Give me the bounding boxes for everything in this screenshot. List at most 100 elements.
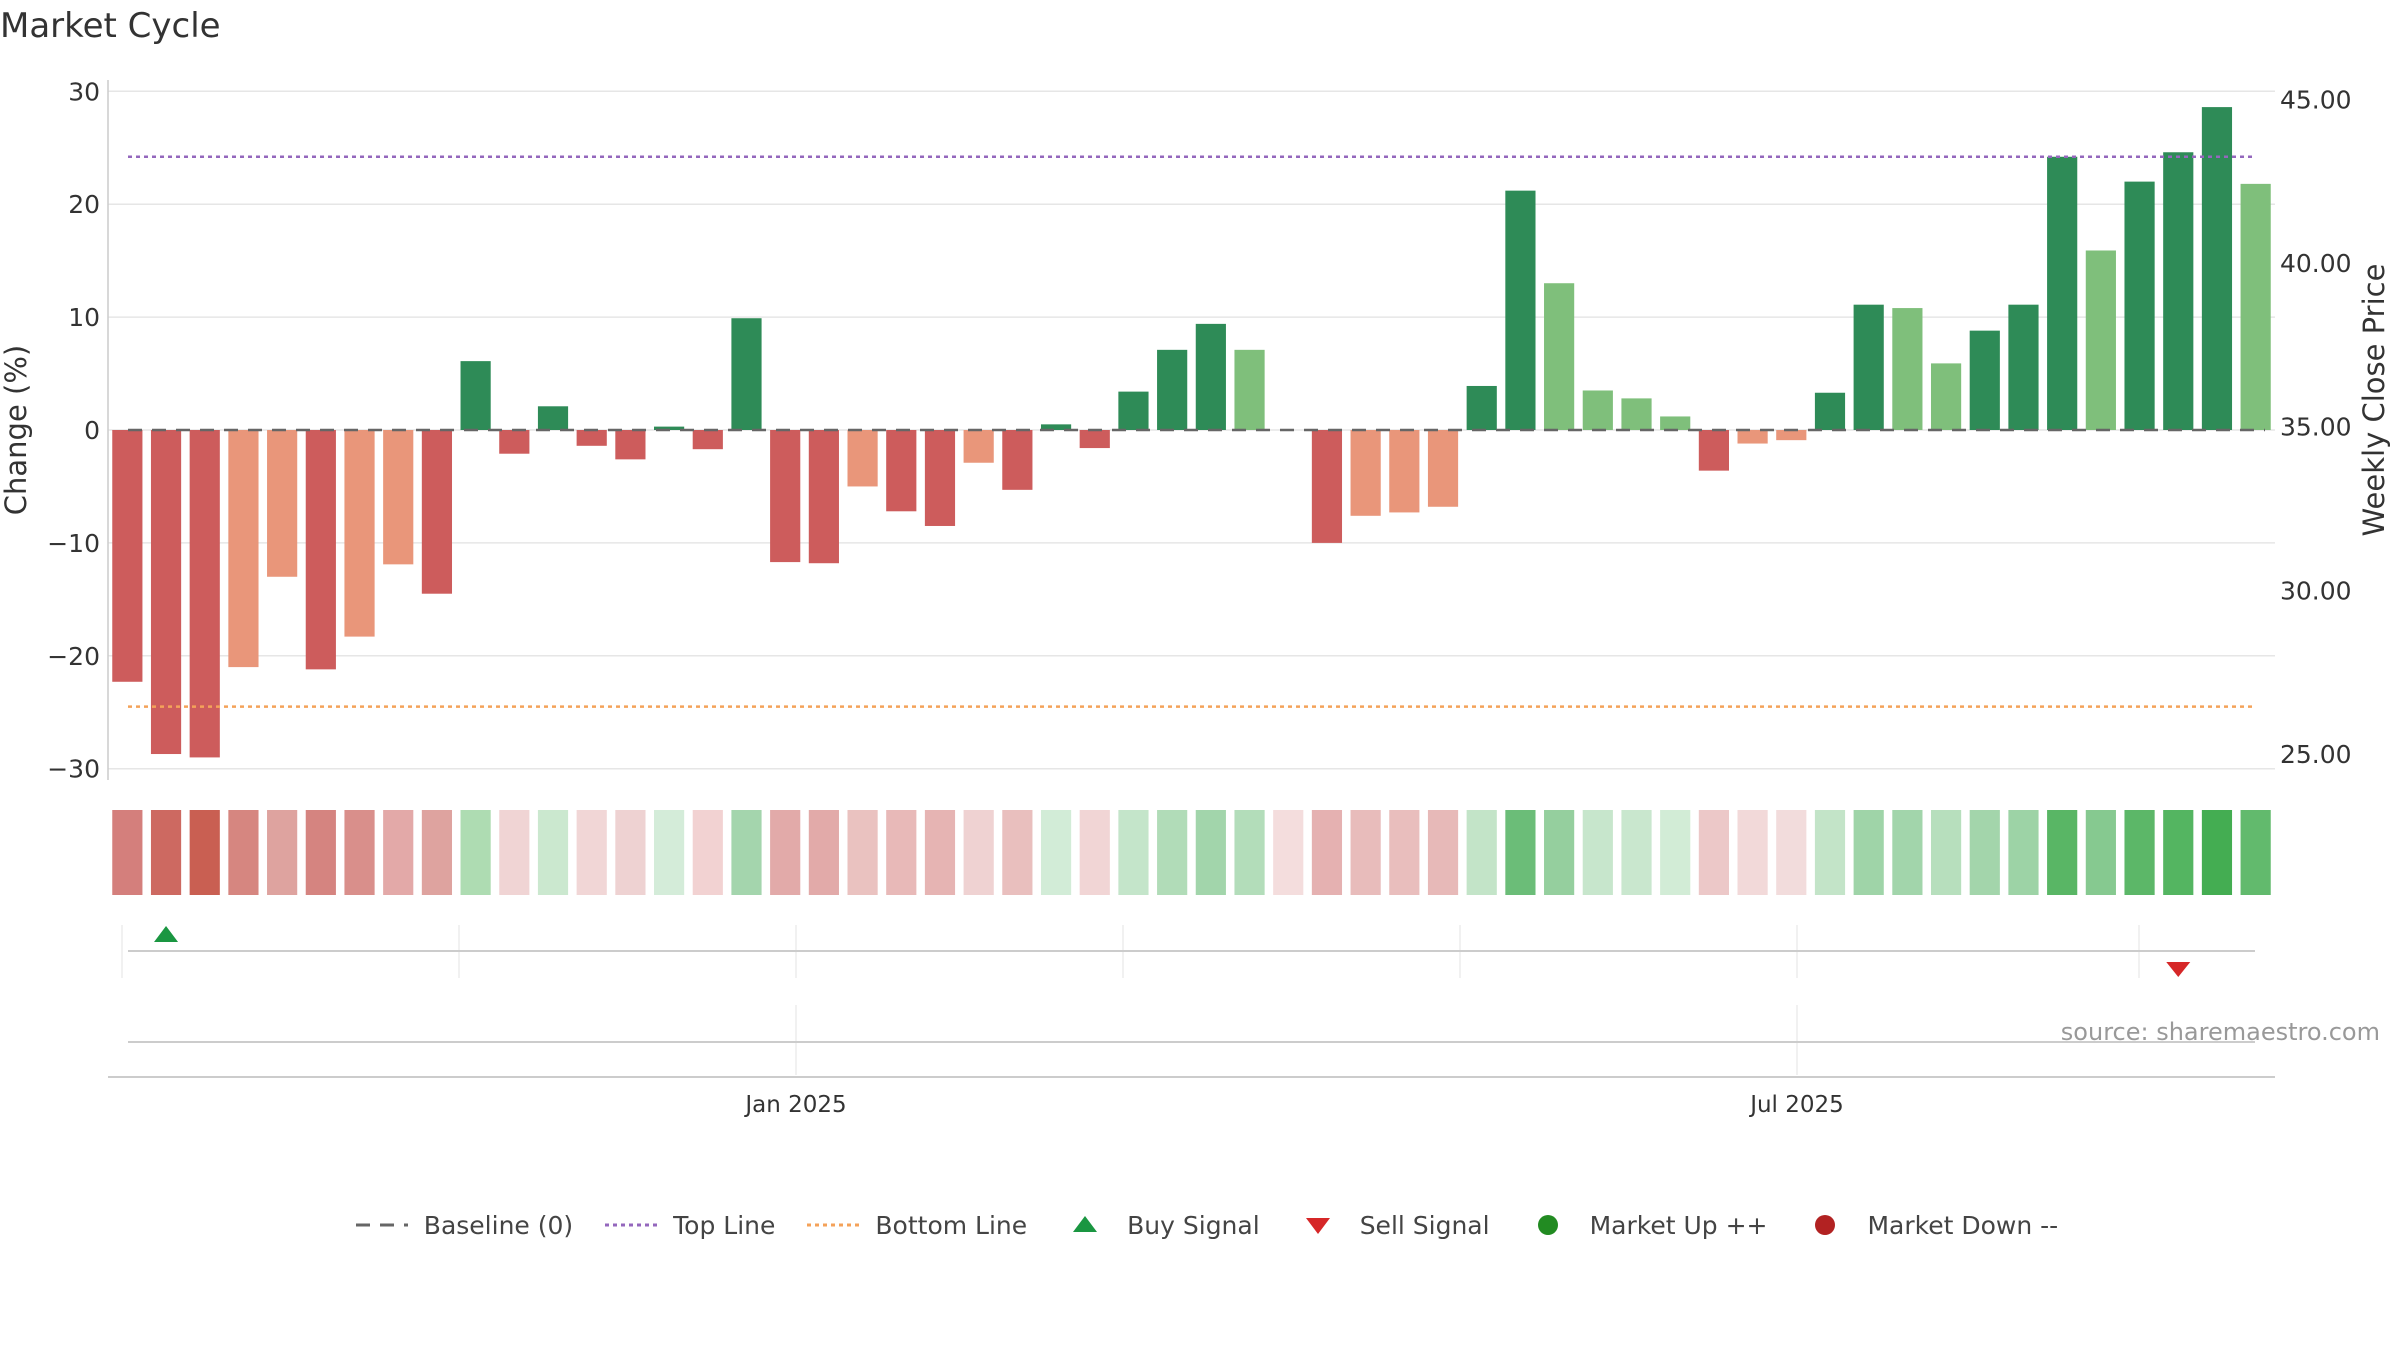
heat-cell <box>963 810 994 895</box>
circle-icon <box>1815 1215 1836 1235</box>
heat-cell <box>1350 810 1381 895</box>
legend-item[interactable]: Sell Signal <box>1288 1210 1490 1240</box>
heat-cell <box>1118 810 1149 895</box>
circle-icon <box>1537 1215 1558 1235</box>
bar <box>924 430 956 526</box>
source-label: source: sharemaestro.com <box>2061 1018 2380 1046</box>
bar <box>2201 107 2233 430</box>
heat-cell <box>1969 810 2000 895</box>
chart-title: Market Cycle <box>0 6 221 46</box>
y2-tick-label: 40.00 <box>2280 249 2352 278</box>
bar <box>1969 330 2000 430</box>
bar <box>1157 349 1188 430</box>
y2-tick-label: 30.00 <box>2280 576 2352 605</box>
bar <box>189 430 220 758</box>
y2-axis-title: Weekly Close Price <box>2357 264 2391 537</box>
heat-cell <box>924 810 956 895</box>
heat-cell <box>1157 810 1188 895</box>
dotted-icon <box>807 1223 860 1227</box>
heat-strip-layer <box>112 810 2271 895</box>
bar <box>2047 156 2078 430</box>
bars-layer <box>112 107 2271 758</box>
heat-cell <box>2008 810 2039 895</box>
bar <box>2124 181 2155 430</box>
y-tick-label: −30 <box>47 755 100 784</box>
bar <box>847 430 878 487</box>
legend-item[interactable]: Market Up ++ <box>1518 1210 1767 1240</box>
bar <box>1195 323 1226 430</box>
heat-cell <box>731 810 762 895</box>
bar <box>1466 385 1497 430</box>
x-axis-layer: Jan 2025 Jul 2025 <box>108 1076 2275 1118</box>
buy-signal-marker <box>154 926 179 942</box>
heat-cell <box>1427 810 1459 895</box>
bar <box>1389 430 1420 513</box>
bar <box>267 430 298 577</box>
heat-cell <box>2201 810 2233 895</box>
heat-cell <box>576 810 607 895</box>
bar <box>1892 308 1923 430</box>
heat-cell <box>654 810 685 895</box>
bar <box>1079 430 1110 449</box>
heat-cell <box>2163 810 2194 895</box>
bar <box>112 430 143 682</box>
bar <box>2163 152 2194 431</box>
legend-item[interactable]: Bottom Line <box>803 1210 1027 1240</box>
bar <box>1234 349 1265 430</box>
bar <box>383 430 414 565</box>
bar <box>1737 430 1768 444</box>
heat-cell <box>2047 810 2078 895</box>
heat-cell <box>1195 810 1226 895</box>
bar <box>886 430 917 512</box>
legend: Baseline (0) Top Line Bottom Line Buy Signa… <box>0 1205 2400 1245</box>
heat-cell <box>228 810 259 895</box>
y-tick-label: 20 <box>68 190 100 219</box>
bar <box>460 361 491 430</box>
heat-cell <box>1737 810 1768 895</box>
x-tick-label: Jul 2025 <box>1748 1092 1844 1118</box>
heat-cell <box>1002 810 1033 895</box>
heat-cell <box>1853 810 1884 895</box>
heat-cell <box>615 810 646 895</box>
heat-cell <box>1040 810 1072 895</box>
legend-item[interactable]: Buy Signal <box>1055 1210 1260 1240</box>
bar <box>537 406 569 430</box>
y-tick-label: 30 <box>68 77 100 106</box>
legend-label: Sell Signal <box>1359 1210 1490 1240</box>
heat-cell <box>150 810 182 895</box>
sell-signal-marker <box>2166 962 2191 977</box>
bar <box>1660 416 1691 430</box>
heat-cell <box>808 810 839 895</box>
heat-cell <box>460 810 491 895</box>
heat-cell <box>344 810 375 895</box>
legend-item[interactable]: Baseline (0) <box>352 1210 573 1240</box>
heat-cell <box>847 810 878 895</box>
heat-cell <box>1582 810 1613 895</box>
axis-layer: 30 20 10 0 −10 −20 −30 45.00 40.00 35.00 30.00 25.0… <box>0 77 2391 783</box>
bar <box>1930 363 1962 430</box>
legend-item[interactable]: Market Down -- <box>1795 1210 2058 1240</box>
heat-cell <box>886 810 917 895</box>
heat-cell <box>2240 810 2271 895</box>
legend-item[interactable]: Top Line <box>601 1210 775 1240</box>
legend-label: Market Down -- <box>1867 1210 2059 1240</box>
bar <box>1427 430 1459 507</box>
reference-lines-layer <box>128 155 2265 708</box>
signal-panel-layer <box>121 925 2255 1075</box>
heat-cell <box>1079 810 1110 895</box>
bar <box>1350 430 1381 516</box>
bar <box>731 318 762 430</box>
heat-cell <box>1311 810 1343 895</box>
bar <box>1118 391 1149 430</box>
heat-cell <box>1505 810 1536 895</box>
bar <box>150 430 182 755</box>
y-tick-label: 10 <box>68 303 100 332</box>
heat-cell <box>189 810 220 895</box>
triangle-down-icon <box>1305 1218 1330 1234</box>
heat-cell <box>1234 810 1265 895</box>
heat-cell <box>1776 810 1807 895</box>
bar <box>1002 430 1033 490</box>
y-axis-title: Change (%) <box>0 345 33 515</box>
y-tick-label: −10 <box>47 529 100 558</box>
